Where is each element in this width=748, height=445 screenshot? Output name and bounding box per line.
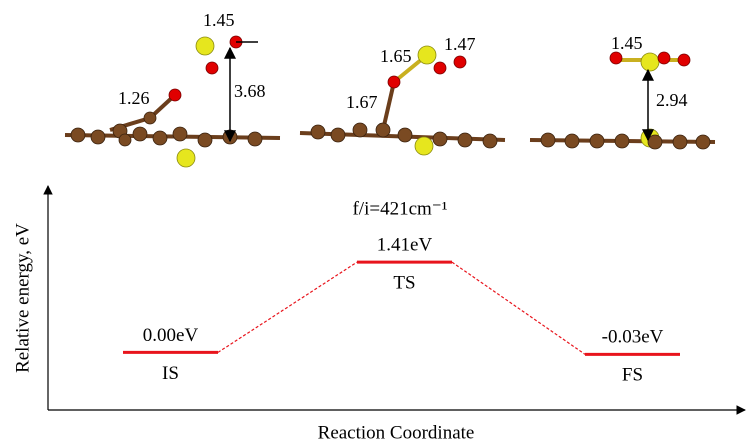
structure-is: 1.45 3.68 1.26 bbox=[65, 10, 280, 167]
bond-label: 1.67 bbox=[346, 92, 378, 112]
x-axis-label: Reaction Coordinate bbox=[318, 422, 475, 443]
category-label: TS bbox=[393, 273, 415, 294]
value-label: -0.03eV bbox=[602, 327, 664, 348]
connector bbox=[452, 262, 585, 354]
value-label: 0.00eV bbox=[143, 325, 199, 346]
value-label: 1.41eV bbox=[377, 235, 433, 256]
annotation: f/i=421cm⁻¹ bbox=[352, 198, 447, 219]
connector bbox=[218, 262, 357, 352]
bond-label: 3.68 bbox=[234, 81, 266, 101]
bond-label: 1.65 bbox=[380, 46, 412, 66]
y-axis-label: Relative energy, eV bbox=[12, 223, 33, 373]
bond-label: 1.45 bbox=[203, 10, 235, 30]
chart: 1.45 3.68 1.26 1.65 1.47 1.67 1.45 2.94 … bbox=[0, 0, 748, 445]
bond-label: 2.94 bbox=[656, 90, 688, 110]
bond-label: 1.26 bbox=[118, 88, 150, 108]
category-label: IS bbox=[162, 363, 179, 384]
structure-ts: 1.65 1.47 1.67 bbox=[300, 34, 505, 155]
structure-fs: 1.45 2.94 bbox=[530, 33, 715, 149]
bond-label: 1.45 bbox=[611, 33, 643, 53]
category-label: FS bbox=[622, 365, 643, 386]
bond-label: 1.47 bbox=[444, 34, 476, 54]
